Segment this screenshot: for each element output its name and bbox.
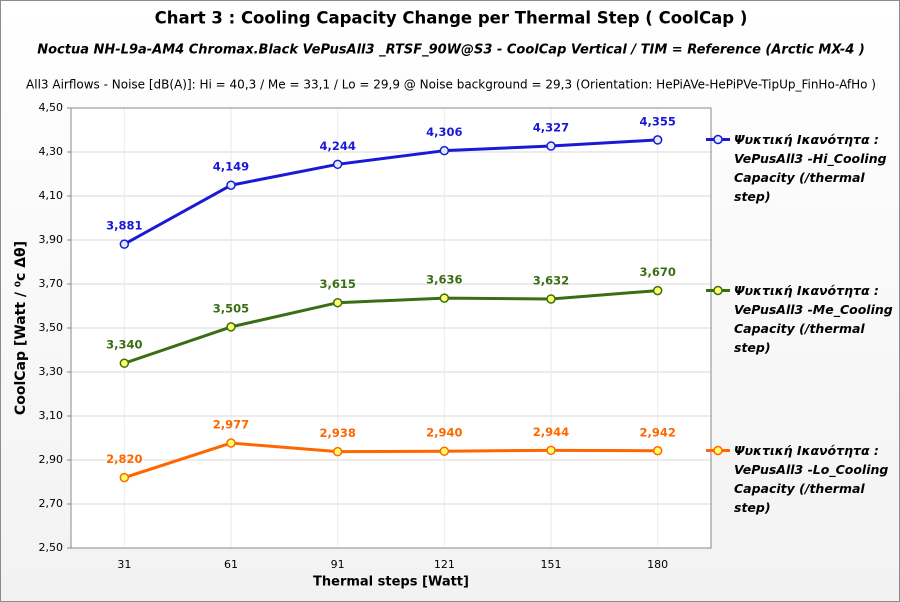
y-axis-label: CoolCap [Watt / ⁰c Δθ] (13, 241, 29, 415)
data-point (439, 293, 450, 303)
data-point (119, 358, 130, 368)
y-tick-label: 4,30 (39, 145, 64, 158)
data-label: 2,944 (533, 425, 569, 439)
data-point (119, 472, 130, 483)
x-tick-label: 121 (434, 558, 455, 571)
y-tick-label: 2,70 (39, 497, 64, 510)
chart-title: Chart 3 : Cooling Capacity Change per Th… (155, 9, 748, 28)
data-point (226, 180, 236, 190)
y-tick-label: 2,90 (39, 453, 64, 466)
x-tick-label: 61 (224, 558, 238, 571)
legend-entry: Ψυκτική Ικανότητα : VePusAll3 -Hi_Coolin… (706, 130, 896, 206)
data-label: 2,942 (639, 425, 675, 439)
data-point (652, 446, 663, 456)
legend-marker (713, 134, 723, 145)
legend-entry: Ψυκτική Ικανότητα : VePusAll3 -Lo_Coolin… (706, 441, 896, 517)
data-label: 4,149 (213, 160, 249, 174)
data-label: 3,340 (106, 338, 142, 352)
data-point (546, 141, 556, 151)
data-label: 3,615 (319, 277, 355, 291)
y-tick-label: 4,50 (39, 101, 64, 114)
data-label: 2,820 (106, 452, 142, 466)
legend-label: Ψυκτική Ικανότητα : VePusAll3 -Me_Coolin… (734, 282, 893, 355)
data-label: 3,636 (426, 273, 462, 287)
data-point (439, 446, 450, 456)
data-point (546, 294, 556, 304)
legend-label: Ψυκτική Ικανότητα : VePusAll3 -Lo_Coolin… (734, 442, 889, 515)
data-point (119, 239, 130, 249)
data-label: 3,632 (533, 273, 569, 287)
y-tick-label: 3,30 (39, 365, 64, 378)
chart-note: All3 Airflows - Noise [dB(A)]: Hi = 40,3… (26, 78, 876, 92)
data-label: 3,881 (106, 219, 142, 233)
legend-label: Ψυκτική Ικανότητα : VePusAll3 -Hi_Coolin… (734, 131, 887, 204)
data-point (439, 145, 450, 156)
series-line (123, 138, 658, 246)
legend-entry: Ψυκτική Ικανότητα : VePusAll3 -Me_Coolin… (706, 281, 896, 357)
data-label: 2,977 (213, 418, 249, 432)
data-label: 2,940 (426, 426, 462, 440)
x-tick-label: 151 (541, 558, 562, 571)
data-point (652, 285, 663, 296)
legend-icon (706, 445, 730, 455)
y-tick-label: 3,70 (39, 277, 64, 290)
legend-icon (706, 134, 730, 145)
x-tick-label: 31 (117, 558, 131, 571)
x-tick-label: 91 (331, 558, 345, 571)
data-label: 4,306 (426, 125, 462, 139)
data-label: 3,670 (639, 265, 675, 279)
data-label: 3,505 (213, 301, 249, 315)
data-point (226, 438, 236, 448)
data-label: 2,938 (319, 426, 355, 440)
y-tick-label: 4,10 (39, 189, 64, 202)
legend-marker (713, 445, 723, 455)
legend-marker (713, 285, 723, 295)
x-axis-label: Thermal steps [Watt] (313, 575, 469, 590)
chart-subtitle: Noctua NH-L9a-AM4 Chromax.Black VePusAll… (37, 43, 865, 58)
data-point (332, 446, 343, 457)
data-point (226, 322, 236, 332)
legend-icon (706, 285, 730, 295)
series-line (123, 441, 658, 480)
data-point (332, 297, 343, 308)
data-label: 4,244 (319, 139, 355, 153)
plot-border (70, 107, 712, 549)
y-tick-label: 2,50 (39, 541, 64, 554)
x-tick-label: 180 (647, 558, 668, 571)
y-tick-label: 3,10 (39, 409, 64, 422)
y-tick-label: 3,90 (39, 233, 64, 246)
data-label: 4,355 (639, 114, 675, 128)
series-line (123, 289, 658, 365)
data-point (546, 445, 556, 456)
data-label: 4,327 (533, 121, 569, 135)
data-point (332, 159, 343, 170)
y-tick-label: 3,50 (39, 321, 64, 334)
data-point (652, 135, 663, 145)
